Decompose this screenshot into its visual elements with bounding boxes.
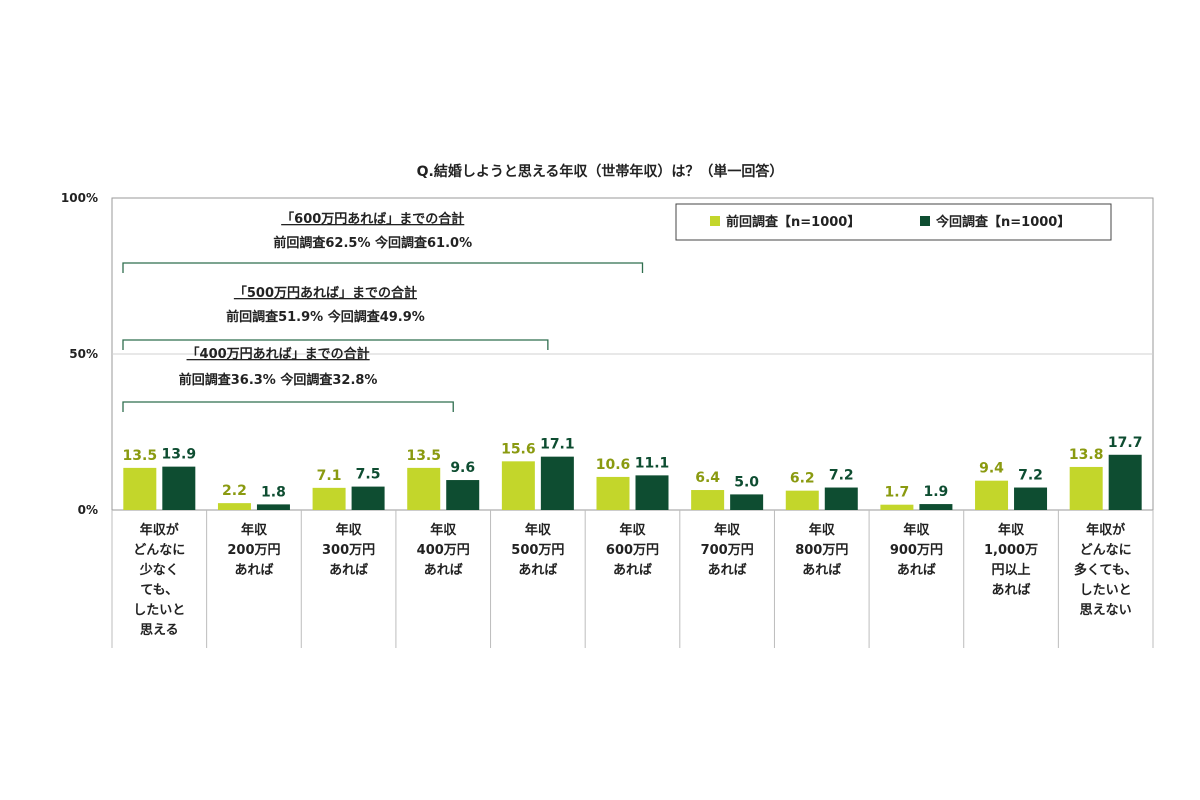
value-label-previous: 13.8 <box>1069 447 1104 463</box>
value-label-current: 1.9 <box>924 484 949 500</box>
value-label-current: 7.2 <box>1018 468 1043 484</box>
bar-current <box>1014 487 1048 510</box>
bar-current <box>162 466 196 510</box>
bar-previous <box>123 467 157 510</box>
value-label-current: 7.5 <box>356 467 381 483</box>
bar-current <box>256 504 290 510</box>
category-label: 年収 1,000万円以上あれば <box>984 522 1038 598</box>
bar-current <box>540 456 574 510</box>
annotation-heading: 「400万円あれば」までの合計 <box>187 346 370 362</box>
value-label-current: 9.6 <box>450 460 475 476</box>
bar-current <box>635 475 669 510</box>
annotation-detail: 前回調査62.5% 今回調査61.0% <box>273 235 472 251</box>
value-label-previous: 6.2 <box>790 471 815 487</box>
value-label-previous: 7.1 <box>317 468 342 484</box>
legend-box <box>675 203 1112 241</box>
category-label: 年収 800万円あれば <box>795 522 848 578</box>
legend-swatch <box>710 216 720 226</box>
category-label: 年収 300万円あれば <box>322 522 375 578</box>
chart-title: Q.結婚しようと思える年収（世帯年収）は？（単一回答） <box>417 163 784 180</box>
bar-previous <box>217 503 251 510</box>
legend: 前回調査【n=1000】 今回調査【n=1000】 <box>675 203 1112 241</box>
value-label-previous: 15.6 <box>501 441 536 457</box>
category-label: 年収がどんなに少なくても、したいと思える <box>133 522 185 638</box>
value-label-previous: 13.5 <box>406 448 441 464</box>
annotation-detail: 前回調査51.9% 今回調査49.9% <box>226 309 425 325</box>
y-tick-label: 100% <box>61 191 98 205</box>
value-label-current: 5.0 <box>734 474 759 490</box>
bar-current <box>1108 454 1142 510</box>
legend-swatch <box>920 216 930 226</box>
bar-current <box>824 487 858 510</box>
category-label: 年収 400万円あれば <box>417 522 470 578</box>
value-label-current: 11.1 <box>635 455 670 471</box>
bar-previous <box>691 490 725 510</box>
legend-entry: 今回調査【n=1000】 <box>935 214 1070 230</box>
bar-previous <box>596 476 630 510</box>
value-label-current: 1.8 <box>261 484 286 500</box>
value-label-previous: 6.4 <box>695 470 720 486</box>
category-label: 年収がどんなに多くても、したいと思えない <box>1074 522 1138 618</box>
bar-previous <box>975 480 1009 510</box>
value-label-current: 17.1 <box>540 437 575 453</box>
y-tick-label: 50% <box>69 347 98 361</box>
category-label: 年収 900万円あれば <box>890 522 943 578</box>
annotation-heading: 「600万円あれば」までの合計 <box>281 211 464 227</box>
y-tick-label: 0% <box>78 503 98 517</box>
bar-current <box>919 504 953 510</box>
bar-current <box>446 480 480 510</box>
annotation-detail: 前回調査36.3% 今回調査32.8% <box>179 372 378 388</box>
value-label-previous: 2.2 <box>222 483 247 499</box>
bar-previous <box>501 461 535 510</box>
annotation-bracket <box>122 401 454 412</box>
value-label-previous: 1.7 <box>885 485 910 501</box>
bar-previous <box>1069 466 1103 510</box>
annotation-bracket <box>122 262 644 273</box>
value-label-current: 13.9 <box>162 447 197 463</box>
bar-previous <box>785 490 819 510</box>
category-label: 年収 600万円あれば <box>606 522 659 578</box>
bar-current <box>351 486 385 510</box>
category-label: 年収 500万円あれば <box>511 522 564 578</box>
value-label-current: 17.7 <box>1108 435 1143 451</box>
value-label-current: 7.2 <box>829 468 854 484</box>
annotation-bracket <box>122 339 549 350</box>
value-label-previous: 13.5 <box>123 448 158 464</box>
legend-entry: 前回調査【n=1000】 <box>726 214 860 230</box>
value-label-previous: 10.6 <box>596 457 631 473</box>
bar-previous <box>407 467 441 510</box>
annotation-heading: 「500万円あれば」までの合計 <box>234 285 417 301</box>
bar-previous <box>880 504 914 510</box>
value-label-previous: 9.4 <box>979 461 1004 477</box>
category-label: 年収 200万円あれば <box>227 522 280 578</box>
bar-previous <box>312 487 346 510</box>
bar-current <box>730 494 764 510</box>
category-label: 年収 700万円あれば <box>701 522 754 578</box>
